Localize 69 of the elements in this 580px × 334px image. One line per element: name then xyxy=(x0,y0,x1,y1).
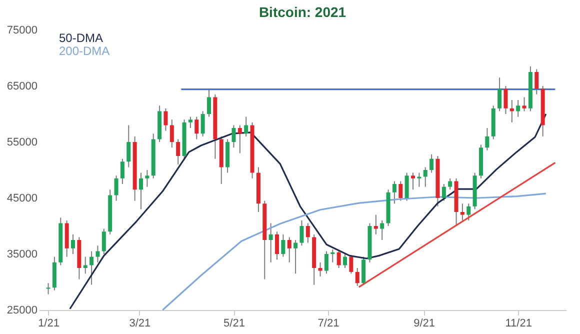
candlestick xyxy=(176,138,180,165)
y-tick-label: 45000 xyxy=(6,192,38,204)
line-series xyxy=(162,192,547,311)
y-tick-label: 75000 xyxy=(6,24,38,36)
candlestick xyxy=(139,172,143,210)
candlestick xyxy=(466,203,471,221)
x-tick-label: 7/21 xyxy=(318,318,340,330)
candlestick xyxy=(294,240,298,274)
candlestick xyxy=(275,231,279,260)
candlestick xyxy=(430,154,434,174)
candlestick xyxy=(362,256,366,286)
candlestick xyxy=(90,250,94,286)
candlestick xyxy=(374,214,378,235)
candlestick xyxy=(188,116,192,128)
x-tick-label: 1/21 xyxy=(38,318,60,330)
candlestick xyxy=(324,250,328,274)
candlestick xyxy=(114,175,118,202)
candlestick xyxy=(71,234,75,254)
y-tick-label: 55000 xyxy=(6,136,38,148)
candlestick xyxy=(398,180,403,202)
candlestick xyxy=(232,124,236,148)
candlestick xyxy=(194,116,199,140)
candlestick xyxy=(200,110,205,137)
candlestick xyxy=(244,116,248,137)
candlestick xyxy=(145,170,150,188)
y-tick-label: 65000 xyxy=(6,80,38,92)
candlestick xyxy=(417,172,422,188)
candlestick xyxy=(504,86,508,114)
candlestick xyxy=(287,236,292,263)
y-tick-label: 25000 xyxy=(6,304,38,316)
candlestick xyxy=(404,172,409,202)
x-tick-label: 3/21 xyxy=(129,318,151,330)
candlestick xyxy=(96,245,100,263)
candlestick xyxy=(522,96,526,112)
candlestick xyxy=(170,119,174,148)
candlestick xyxy=(238,124,242,154)
candlestick xyxy=(460,203,464,221)
candlestick xyxy=(423,166,428,188)
candlestick xyxy=(498,77,502,112)
candlestick xyxy=(336,250,341,268)
candlestick xyxy=(534,68,539,95)
y-tick-label: 35000 xyxy=(6,248,38,260)
candlestick xyxy=(349,254,354,274)
x-tick-label: 11/21 xyxy=(505,318,532,330)
candlestick xyxy=(268,222,273,263)
x-tick-label: 5/21 xyxy=(224,318,245,330)
candlestick xyxy=(355,268,360,286)
candlestick xyxy=(343,254,347,268)
candlestick xyxy=(392,180,396,204)
text: 50-DMA xyxy=(59,31,104,45)
candlestick xyxy=(380,220,384,240)
candlestick xyxy=(281,234,286,258)
candlestick xyxy=(485,128,490,151)
candlestick xyxy=(120,158,124,184)
candlestick xyxy=(164,108,168,132)
candlestick xyxy=(102,228,106,254)
candlestick xyxy=(126,124,131,168)
candlestick xyxy=(411,172,415,190)
candlestick xyxy=(516,100,520,118)
text: 200-DMA xyxy=(59,44,110,58)
candlestick xyxy=(318,262,322,277)
x-tick-label: 9/21 xyxy=(414,318,436,330)
candlestick xyxy=(207,88,211,118)
candlestick xyxy=(442,184,446,202)
candlestick xyxy=(306,222,310,244)
candlestick xyxy=(83,256,88,274)
candlestick xyxy=(300,220,304,246)
chart-title: Bitcoin: 2021 xyxy=(258,4,346,20)
candlestick xyxy=(448,178,452,190)
